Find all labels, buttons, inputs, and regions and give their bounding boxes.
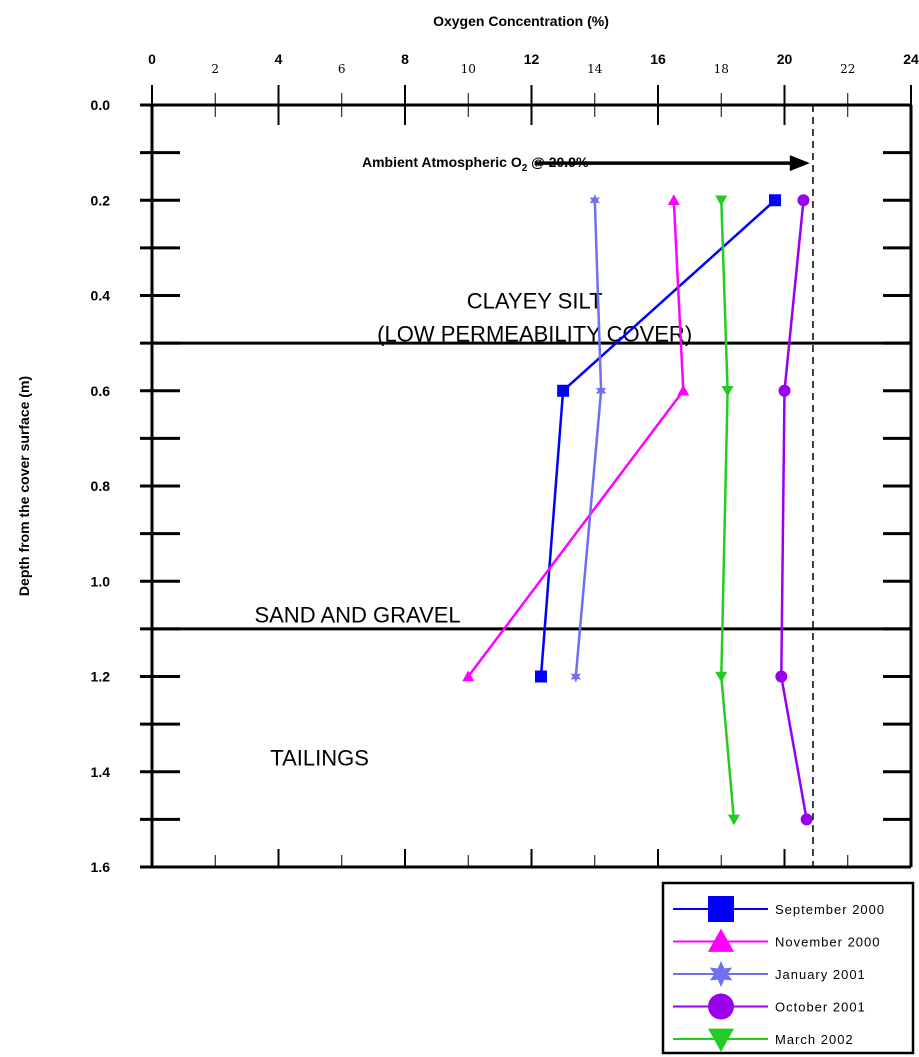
series-october-2001 — [775, 194, 813, 826]
legend-marker — [708, 993, 734, 1020]
y-tick-label: 1.0 — [91, 573, 111, 589]
data-point — [534, 670, 547, 683]
annotations: Ambient Atmospheric O2 @ 20.9%CLAYEY SIL… — [254, 154, 810, 770]
ambient-o2-label-prefix: Ambient Atmospheric O — [362, 154, 522, 170]
y-tick-label: 0.0 — [91, 97, 111, 113]
x-minor-tick-label: 18 — [714, 62, 729, 76]
data-point — [589, 194, 600, 207]
x-minor-tick-label: 6 — [338, 62, 346, 76]
legend-entry: November 2000 — [673, 928, 881, 952]
legend-entry: September 2000 — [673, 896, 885, 922]
data-point — [778, 384, 791, 397]
ambient-o2-label-subscript: 2 — [522, 163, 528, 174]
y-tick-label: 1.6 — [91, 859, 111, 875]
x-major-tick-label: 16 — [650, 51, 666, 67]
plot-frame — [150, 103, 913, 869]
data-point — [797, 194, 810, 207]
data-series — [462, 194, 813, 826]
y-axis-title: Depth from the cover surface (m) — [16, 376, 32, 596]
legend-entry: March 2002 — [673, 1028, 854, 1052]
data-point — [715, 195, 728, 207]
reference-lines — [152, 105, 911, 867]
legend-box — [661, 881, 915, 1055]
y-tick-label: 1.4 — [91, 764, 111, 780]
x-major-tick-label: 0 — [148, 51, 156, 67]
x-major-tick-label: 12 — [524, 51, 540, 67]
layer-label: SAND AND GRAVEL — [254, 603, 460, 628]
data-point — [462, 670, 475, 682]
y-tick-label: 0.6 — [91, 383, 111, 399]
y-tick-label: 0.2 — [91, 192, 111, 208]
data-point — [721, 385, 734, 397]
data-point — [769, 194, 782, 207]
series-march-2002 — [715, 195, 740, 826]
series-january-2001 — [570, 194, 607, 683]
data-point — [715, 671, 728, 683]
x-minor-tick-label: 2 — [211, 62, 219, 76]
axis-ticks: 0 4 8 12 16 20 24 2 6 10 14 18 22 0.0 0.2 0.4 0.6 0.8 1.0 1… — [91, 51, 919, 875]
data-point — [677, 384, 690, 396]
x-major-tick-label: 8 — [401, 51, 409, 67]
data-point — [667, 194, 680, 206]
series-september-2000 — [534, 194, 782, 683]
x-minor-tick-label: 22 — [840, 62, 855, 76]
x-minor-tick-label: 10 — [461, 62, 476, 76]
x-major-tick-label: 4 — [275, 51, 283, 67]
legend-entry: October 2001 — [673, 993, 866, 1020]
x-major-tick-label: 24 — [903, 51, 919, 67]
x-axis-title: Oxygen Concentration (%) — [433, 13, 609, 29]
data-point — [727, 814, 740, 826]
data-point — [557, 384, 570, 397]
data-point — [800, 813, 813, 826]
legend-label: January 2001 — [775, 967, 866, 982]
layer-label: (LOW PERMEABILITY COVER) — [377, 322, 692, 347]
y-tick-label: 1.2 — [91, 669, 111, 685]
x-minor-tick-label: 14 — [587, 62, 603, 76]
series-line — [574, 200, 603, 677]
legend-marker — [708, 896, 734, 922]
legend-marker — [708, 928, 734, 952]
y-tick-label: 0.4 — [91, 288, 111, 304]
legend-marker — [708, 1028, 734, 1052]
legend-entry: January 2001 — [673, 961, 866, 987]
series-line — [539, 199, 776, 677]
x-major-tick-label: 20 — [777, 51, 793, 67]
legend-label: March 2002 — [775, 1032, 854, 1047]
layer-label: TAILINGS — [270, 745, 369, 770]
ambient-arrow-head — [789, 155, 810, 172]
series-line — [780, 200, 808, 820]
data-point — [570, 670, 581, 683]
series-line — [467, 200, 685, 678]
data-point — [595, 384, 607, 397]
y-tick-label: 0.8 — [91, 478, 111, 494]
legend-label: September 2000 — [775, 902, 885, 917]
series-line — [720, 200, 736, 820]
legend: September 2000 November 2000 January 2001 O… — [661, 881, 915, 1055]
legend-label: October 2001 — [775, 1000, 866, 1015]
legend-marker — [709, 961, 733, 987]
data-point — [775, 670, 788, 683]
layer-label: CLAYEY SILT — [467, 288, 603, 313]
legend-label: November 2000 — [775, 935, 881, 950]
series-november-2000 — [462, 194, 690, 682]
